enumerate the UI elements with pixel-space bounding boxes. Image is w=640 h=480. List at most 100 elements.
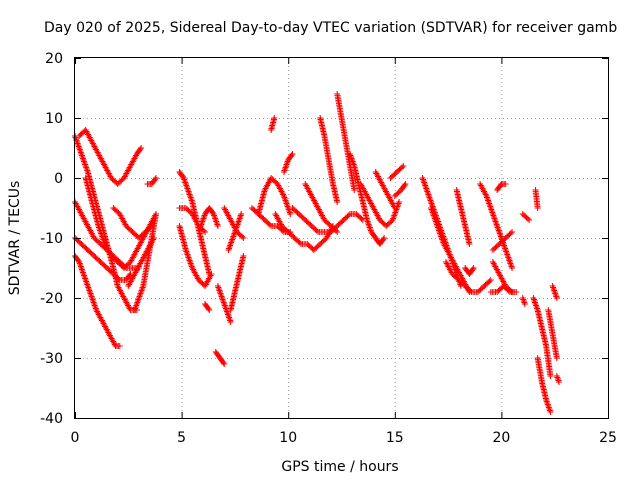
data-point [491,215,498,222]
data-point [313,227,320,234]
data-point [502,247,509,253]
data-point [239,233,246,240]
data-point [228,239,235,246]
data-point [494,223,501,229]
data-point [75,257,82,264]
data-point [543,398,550,405]
data-point [212,217,219,223]
data-point [520,298,527,304]
data-point [509,229,516,235]
data-point [198,221,205,228]
data-point [148,223,155,229]
data-point [507,260,514,267]
series-sat-at [519,295,528,307]
data-point [486,278,493,285]
data-point [187,194,194,201]
data-point [547,409,554,415]
data-point [82,163,89,169]
data-point [84,283,91,289]
data-point [147,224,154,231]
data-point [224,311,231,318]
data-point [521,301,528,307]
data-point [214,223,221,229]
data-point [469,266,476,273]
data-point [531,299,538,306]
data-point [199,218,206,225]
data-point [83,278,90,285]
data-point [83,280,90,286]
data-point [296,239,303,246]
data-point [426,194,433,201]
series-sat-h [131,211,160,313]
data-point [199,217,206,223]
series-sat-ar [489,229,516,253]
y-tick-label: 0 [54,171,63,187]
data-point [402,181,409,187]
data-point [544,401,551,408]
data-point [345,212,352,219]
data-point [78,265,85,271]
data-point [551,289,558,295]
series-sat-ab [317,115,341,205]
data-point [506,259,513,265]
grid-lines [75,58,608,418]
data-point [486,202,493,208]
data-point [502,181,509,187]
data-point [80,157,87,163]
data-point [531,298,538,304]
data-point [81,158,88,165]
data-point [283,163,290,169]
data-point [488,206,495,213]
data-point [391,205,398,211]
data-point [470,265,477,271]
data-point [77,148,84,154]
data-point [221,302,228,309]
data-point [81,274,88,280]
data-point [225,247,232,253]
data-point [395,200,402,207]
series-sat-av [534,355,554,415]
data-point [228,238,235,244]
data-point [88,293,95,300]
data-point [75,142,82,148]
data-point [396,199,403,205]
series-sat-au [530,295,554,379]
data-point [183,250,190,256]
data-point [530,296,537,303]
y-tick-label: -40 [40,411,63,427]
data-point [287,211,294,217]
data-point [283,200,290,207]
data-point [237,214,244,220]
data-point [366,223,373,229]
data-point [212,215,219,222]
x-tick-label: 20 [492,430,510,446]
data-point [423,185,430,192]
data-point [217,290,224,297]
data-point [79,268,86,274]
y-tick-label: 10 [45,111,63,127]
data-point [240,235,247,241]
data-point [74,139,81,145]
data-point [79,155,86,162]
series-sat-w [268,115,278,133]
data-point [73,136,80,142]
data-point [227,317,234,324]
data-point [351,187,358,193]
y-axis-label: SDTVAR / TECUs [7,181,23,296]
data-point [134,299,141,306]
data-point [232,227,239,234]
data-point [182,247,189,253]
data-point [139,284,146,291]
data-point [551,287,558,294]
data-point [332,227,339,234]
data-point [271,115,278,121]
data-point [216,289,223,295]
data-point [334,199,341,205]
data-point [226,245,233,252]
data-point [494,224,501,231]
data-point [209,209,216,216]
data-point [283,199,290,205]
data-point [86,289,93,295]
data-point [547,373,554,379]
series-sat-ad [347,151,388,247]
